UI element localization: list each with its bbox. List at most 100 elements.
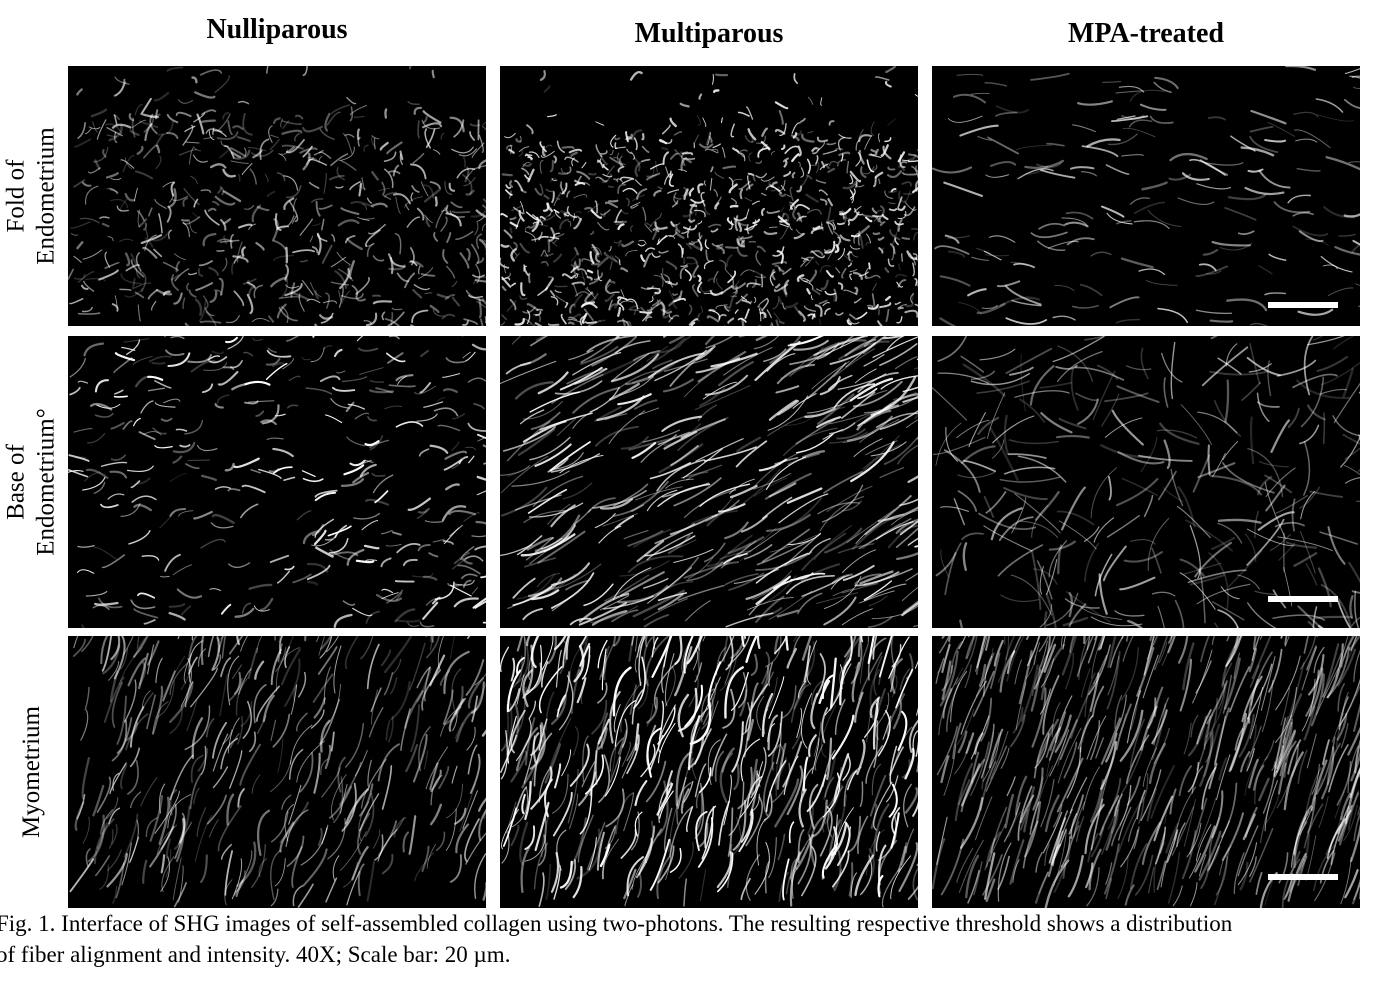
- collagen-fiber: [780, 322, 784, 323]
- collagen-fiber: [554, 255, 561, 262]
- collagen-fiber: [711, 167, 713, 171]
- collagen-fiber: [805, 306, 816, 311]
- collagen-fiber: [722, 148, 725, 158]
- collagen-fiber: [249, 401, 274, 402]
- collagen-fiber: [909, 452, 918, 482]
- collagen-fiber: [1014, 264, 1034, 267]
- collagen-fiber: [138, 305, 140, 321]
- collagen-fiber: [381, 143, 388, 149]
- collagen-fiber: [745, 309, 749, 318]
- collagen-fiber: [1319, 797, 1328, 828]
- collagen-fiber: [387, 143, 401, 154]
- collagen-fiber: [1085, 336, 1128, 340]
- collagen-fiber: [425, 293, 432, 294]
- collagen-fiber: [484, 446, 486, 449]
- collagen-fiber: [834, 349, 875, 377]
- collagen-fiber: [303, 66, 307, 75]
- collagen-fiber: [878, 321, 884, 326]
- collagen-fiber: [886, 310, 888, 321]
- collagen-fiber: [1196, 310, 1231, 313]
- collagen-fiber: [986, 255, 1009, 256]
- collagen-fiber: [281, 119, 283, 127]
- collagen-fiber: [453, 298, 459, 306]
- collagen-fiber: [1122, 648, 1139, 700]
- collagen-fiber: [202, 110, 215, 114]
- collagen-fiber: [941, 276, 970, 285]
- collagen-fiber: [980, 349, 1015, 360]
- collagen-fiber: [424, 402, 443, 407]
- collagen-fiber: [1064, 618, 1087, 625]
- collagen-fiber: [857, 313, 866, 319]
- collagen-fiber: [937, 817, 947, 864]
- collagen-fiber: [223, 258, 227, 271]
- collagen-fiber: [273, 449, 293, 456]
- collagen-fiber: [475, 854, 486, 899]
- collagen-fiber: [1297, 169, 1320, 171]
- collagen-fiber: [618, 308, 620, 316]
- collagen-fiber: [749, 174, 754, 175]
- collagen-fiber: [548, 504, 570, 524]
- collagen-fiber: [128, 761, 138, 794]
- collagen-fiber: [859, 231, 860, 244]
- collagen-fiber: [884, 693, 889, 715]
- collagen-fiber: [321, 376, 340, 381]
- collagen-fiber: [156, 658, 162, 682]
- collagen-fiber: [1171, 343, 1174, 399]
- collagen-fiber: [375, 835, 383, 860]
- collagen-fiber: [267, 438, 283, 440]
- collagen-fiber: [1288, 195, 1310, 203]
- collagen-fiber: [142, 235, 161, 243]
- collagen-fiber: [1293, 213, 1313, 216]
- collagen-fiber: [664, 380, 693, 392]
- collagen-fiber: [567, 191, 569, 197]
- collagen-fiber: [291, 725, 313, 764]
- collagen-fiber: [873, 209, 876, 213]
- collagen-fiber: [239, 225, 251, 228]
- collagen-fiber: [736, 469, 780, 509]
- collagen-fiber: [409, 499, 430, 510]
- collagen-fiber: [227, 316, 240, 323]
- collagen-fiber: [1107, 165, 1129, 174]
- collagen-fiber: [206, 312, 216, 326]
- collagen-fiber: [736, 287, 737, 294]
- collagen-fiber: [540, 161, 543, 174]
- collagen-fiber: [886, 297, 890, 300]
- collagen-fiber: [310, 183, 319, 189]
- collagen-fiber: [209, 820, 218, 837]
- collagen-fiber: [451, 585, 472, 596]
- collagen-fiber: [698, 276, 700, 281]
- collagen-fiber: [314, 754, 319, 793]
- collagen-fiber: [1031, 232, 1067, 237]
- collagen-fiber: [481, 319, 485, 326]
- collagen-fiber: [848, 221, 849, 225]
- collagen-fiber: [74, 429, 92, 433]
- collagen-fiber: [201, 855, 207, 882]
- collagen-fiber: [913, 263, 914, 275]
- collagen-fiber: [149, 208, 152, 216]
- collagen-fiber: [291, 283, 294, 296]
- collagen-fiber: [879, 179, 880, 183]
- collagen-fiber: [974, 862, 982, 895]
- collagen-fiber: [1247, 520, 1283, 565]
- collagen-fiber: [243, 486, 265, 493]
- collagen-fiber: [740, 150, 747, 151]
- collagen-fiber: [465, 352, 475, 361]
- collagen-fiber: [773, 262, 786, 264]
- collagen-fiber: [232, 256, 242, 274]
- collagen-fiber: [725, 270, 731, 276]
- collagen-fiber: [134, 639, 144, 657]
- collagen-fiber: [601, 178, 607, 181]
- collagen-fiber: [621, 290, 624, 297]
- collagen-fiber: [77, 242, 82, 248]
- collagen-fiber: [1176, 601, 1184, 628]
- collagen-fiber: [874, 178, 876, 187]
- collagen-fiber: [149, 388, 165, 390]
- collagen-fiber: [1268, 122, 1295, 136]
- collagen-fiber: [933, 168, 971, 173]
- collagen-fiber: [269, 316, 273, 321]
- collagen-fiber: [375, 491, 387, 502]
- collagen-fiber: [138, 593, 154, 597]
- collagen-fiber: [101, 505, 118, 508]
- collagen-fiber: [190, 176, 197, 184]
- collagen-fiber: [912, 167, 918, 179]
